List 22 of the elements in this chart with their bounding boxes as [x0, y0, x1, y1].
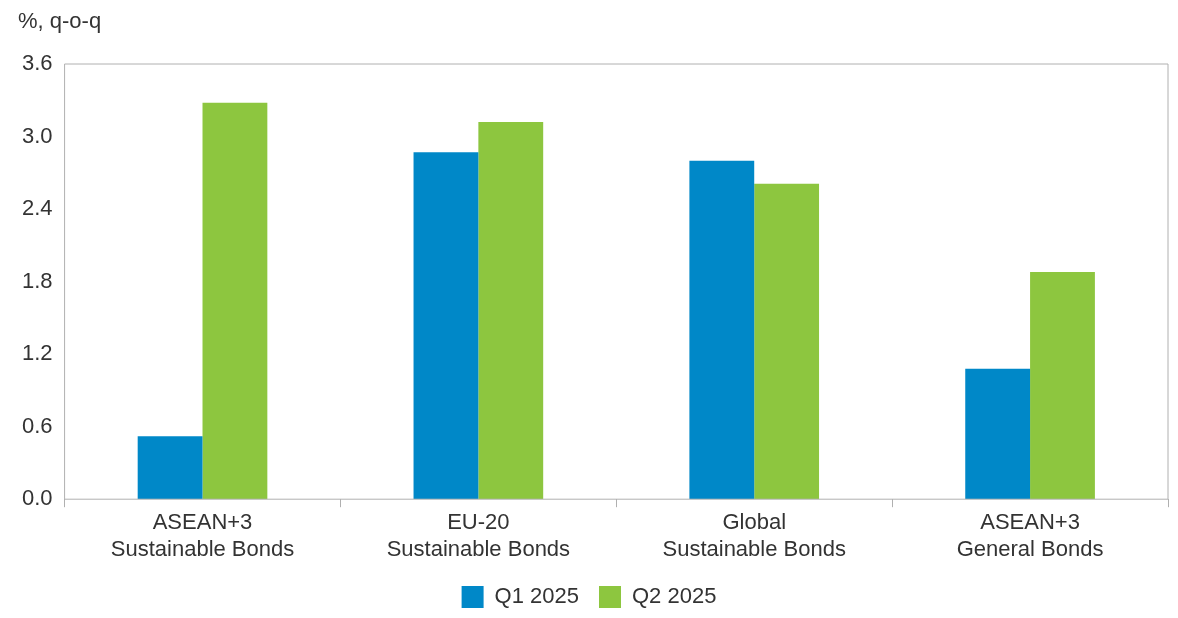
legend-label: Q1 2025 [494, 583, 579, 609]
bar [137, 436, 203, 500]
bar [202, 102, 268, 500]
bar [689, 160, 755, 500]
y-axis-title: %, q-o-q [18, 8, 102, 34]
y-tick-label: 0.0 [21, 485, 53, 511]
y-tick-label: 3.0 [21, 122, 53, 148]
bar [413, 152, 479, 500]
bar [478, 122, 544, 500]
y-tick-label: 3.6 [21, 50, 53, 76]
x-tick-label: ASEAN+3 Sustainable Bonds [110, 509, 295, 561]
x-tick-label: ASEAN+3 General Bonds [956, 509, 1104, 561]
legend-label: Q2 2025 [632, 583, 717, 609]
x-tick-label: EU-20 Sustainable Bonds [386, 509, 571, 561]
y-tick-label: 1.8 [21, 267, 53, 293]
y-tick-label: 1.2 [21, 340, 53, 366]
y-tick-label: 0.6 [21, 412, 53, 438]
x-tick-label: Global Sustainable Bonds [662, 509, 846, 561]
y-tick-label: 2.4 [21, 195, 53, 221]
bar [1030, 271, 1095, 500]
bar [754, 183, 820, 500]
bar [965, 368, 1031, 500]
